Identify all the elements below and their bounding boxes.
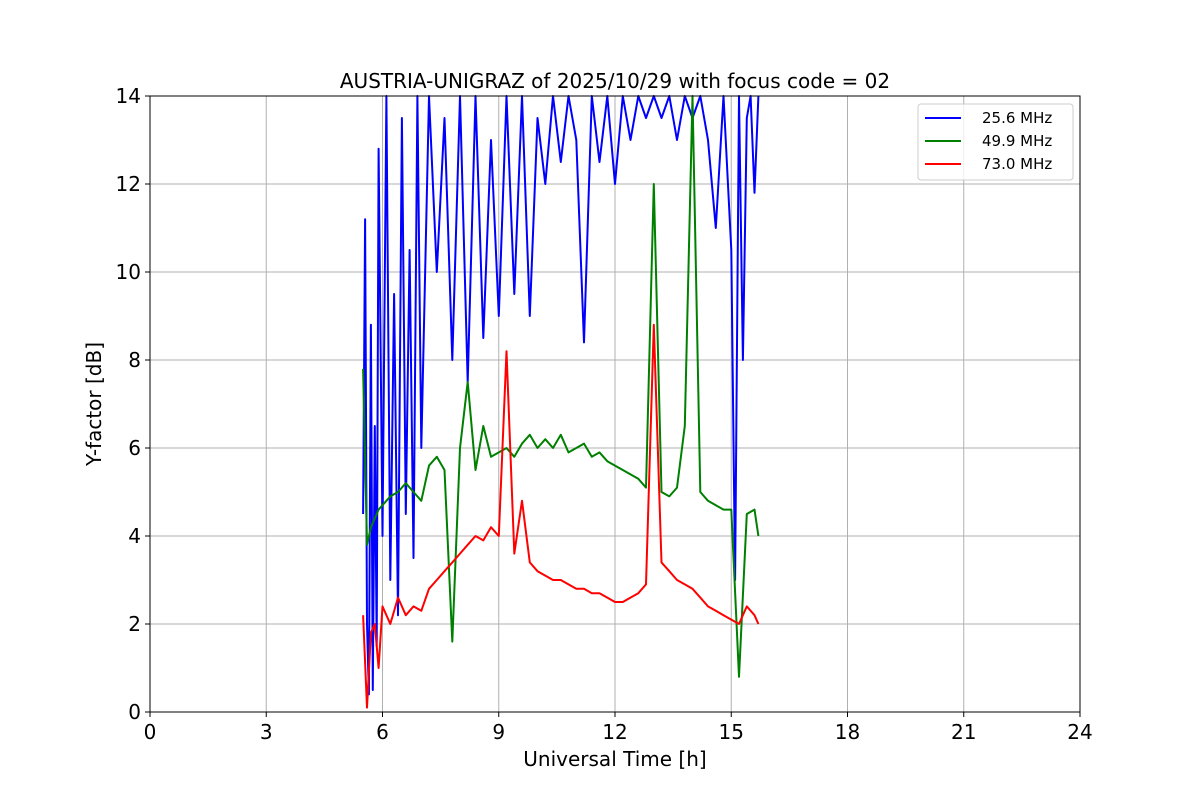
- chart-title: AUSTRIA-UNIGRAZ of 2025/10/29 with focus…: [340, 69, 890, 93]
- x-tick-label: 0: [144, 720, 157, 744]
- legend-entry: 49.9 MHz: [982, 132, 1052, 150]
- x-tick-label: 9: [492, 720, 505, 744]
- x-tick-label: 15: [719, 720, 744, 744]
- y-tick-label: 12: [116, 172, 141, 196]
- x-tick-label: 21: [951, 720, 976, 744]
- y-tick-label: 0: [128, 700, 141, 724]
- y-tick-label: 8: [128, 348, 141, 372]
- x-tick-label: 18: [835, 720, 860, 744]
- x-tick-label: 3: [260, 720, 273, 744]
- series-line-3: [362, 323, 760, 709]
- y-tick-label: 14: [116, 84, 141, 108]
- y-tick-label: 6: [128, 436, 141, 460]
- x-tick-label: 24: [1067, 720, 1092, 744]
- y-tick-label: 2: [128, 612, 141, 636]
- legend-entry: 73.0 MHz: [982, 155, 1052, 173]
- legend-entry: 25.6 MHz: [982, 109, 1052, 127]
- x-axis-label: Universal Time [h]: [523, 747, 706, 771]
- grid: [149, 95, 1081, 713]
- x-tick-label: 12: [602, 720, 627, 744]
- y-tick-label: 10: [116, 260, 141, 284]
- x-tick-label: 6: [376, 720, 389, 744]
- y-axis-label: Y-factor [dB]: [82, 342, 106, 467]
- series-layer: [362, 95, 760, 709]
- y-tick-label: 4: [128, 524, 141, 548]
- legend: 25.6 MHz 49.9 MHz 73.0 MHz: [917, 103, 1074, 181]
- legend-box: [917, 103, 1074, 181]
